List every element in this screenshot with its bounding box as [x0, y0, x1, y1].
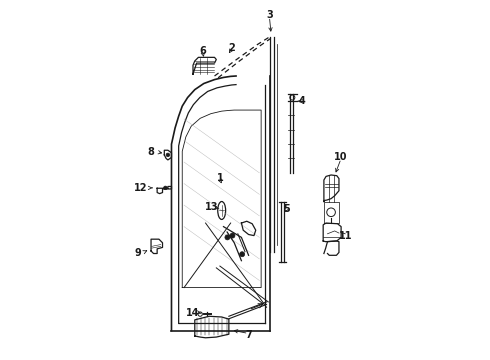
- Text: 8: 8: [147, 147, 154, 157]
- Text: 12: 12: [134, 183, 148, 193]
- Circle shape: [164, 186, 167, 190]
- Circle shape: [240, 252, 245, 257]
- Text: 1: 1: [217, 173, 223, 183]
- Circle shape: [166, 153, 170, 157]
- Text: 11: 11: [339, 231, 352, 240]
- Text: 7: 7: [245, 330, 252, 340]
- Text: 6: 6: [199, 46, 206, 56]
- Circle shape: [230, 233, 235, 238]
- Circle shape: [225, 235, 230, 240]
- Text: 4: 4: [298, 96, 305, 106]
- Text: 13: 13: [205, 202, 219, 212]
- Text: 3: 3: [266, 10, 273, 20]
- Text: 2: 2: [228, 43, 235, 53]
- Text: 5: 5: [284, 204, 291, 214]
- Text: 9: 9: [135, 248, 142, 258]
- Text: 10: 10: [334, 152, 348, 162]
- Text: 14: 14: [186, 308, 199, 318]
